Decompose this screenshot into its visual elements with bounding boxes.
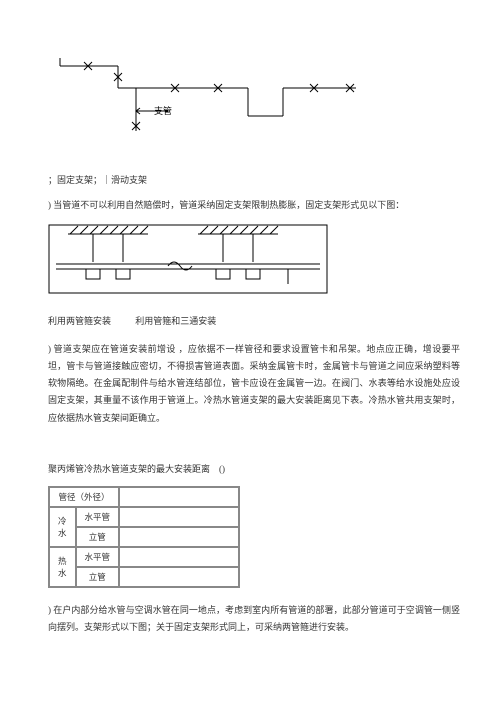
clamp-install-diagram xyxy=(48,224,328,294)
diagram2-captions: 利用两管箍安装 利用管箍和三通安装 xyxy=(48,314,460,327)
table-title: 聚丙烯管冷热水管道支架的最大安装距离 () xyxy=(48,461,460,478)
table-row: 热水 水平管 xyxy=(49,547,239,567)
paragraph-1: ) 当管道不可以利用自然赔偿时，管道采纳固定支架限制热膨胀，固定支架形式见以下图… xyxy=(48,197,460,214)
pipe-branch-diagram: 支管 xyxy=(58,36,358,136)
paragraph-3: ) 在户内部分给水管与空调水管在同一地点，考虑到室内所有管道的部署，此部分管道可… xyxy=(48,602,460,636)
table-row: 立管 xyxy=(49,567,239,587)
table-header: 管径（外径） xyxy=(49,487,119,507)
legend-line: ；固定支架；｜滑动支架 xyxy=(48,172,460,189)
table-row: 冷水 水平管 xyxy=(49,507,239,527)
table-row: 管径（外径） xyxy=(49,487,239,507)
table-row: 立管 xyxy=(49,527,239,547)
spacing-table: 管径（外径） 冷水 水平管 立管 热水 水平管 立管 xyxy=(48,486,240,588)
branch-label: 支管 xyxy=(154,105,172,116)
caption-right: 利用管箍和三通安装 xyxy=(135,316,216,326)
paragraph-2: ) 管道支架应在管道安装前增设 ，应依据不一样管径和要求设置管卡和吊架。地点应正… xyxy=(48,341,460,426)
caption-left: 利用两管箍安装 xyxy=(48,314,133,327)
